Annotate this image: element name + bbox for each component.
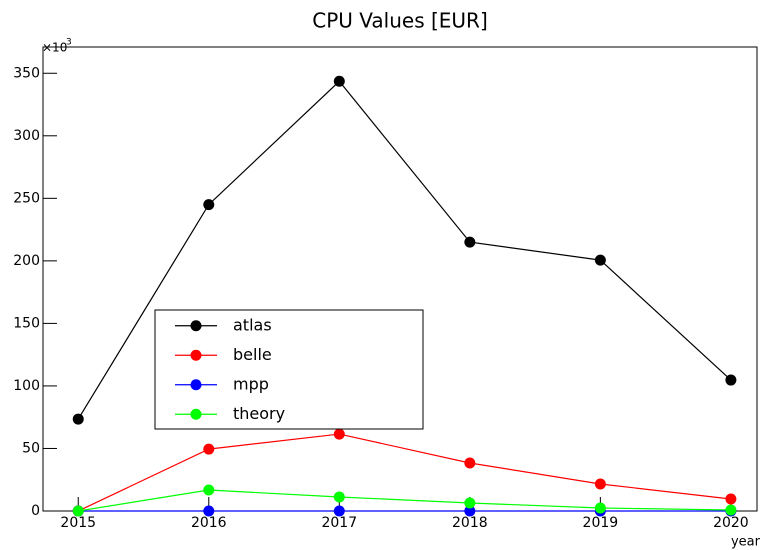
point <box>464 457 476 469</box>
series-line <box>77 433 731 512</box>
point <box>203 443 215 455</box>
point <box>333 505 345 517</box>
point <box>594 502 606 514</box>
point <box>725 493 737 505</box>
y-tick-label: 250 <box>13 190 40 206</box>
legend-label: belle <box>233 345 272 364</box>
y-tick-label: 50 <box>22 440 40 456</box>
x-axis-label: year <box>731 535 761 550</box>
series-line <box>78 489 731 512</box>
legend-marker <box>190 349 202 361</box>
legend-label: theory <box>233 404 285 423</box>
point <box>464 236 476 248</box>
y-multiplier-exponent: 3 <box>66 38 72 48</box>
point <box>203 505 215 517</box>
x-tick-label: 2017 <box>321 515 357 531</box>
point <box>333 491 345 503</box>
y-tick-label: 200 <box>13 253 40 269</box>
point <box>594 478 606 490</box>
y-tick-label: 100 <box>13 378 40 394</box>
y-tick-label: 0 <box>31 503 40 519</box>
point <box>333 428 345 440</box>
legend-marker <box>190 320 202 332</box>
chart-title: CPU Values [EUR] <box>312 9 488 33</box>
legend-marker <box>190 408 202 420</box>
x-tick-label: 2019 <box>583 515 619 531</box>
point <box>72 413 84 425</box>
x-tick-label: 2015 <box>60 515 96 531</box>
point <box>203 484 215 496</box>
point <box>725 504 737 516</box>
legend-label: atlas <box>233 315 272 334</box>
y-tick-label: 150 <box>13 315 40 331</box>
point <box>333 75 345 87</box>
legend-label: mpp <box>233 374 269 393</box>
point <box>594 254 606 266</box>
y-tick-label: 300 <box>13 128 40 144</box>
series-line <box>77 80 732 420</box>
point <box>464 497 476 509</box>
legend-marker <box>190 379 202 391</box>
point <box>72 505 84 517</box>
point <box>725 374 737 386</box>
x-tick-label: 2016 <box>191 515 227 531</box>
x-tick-label: 2020 <box>713 515 749 531</box>
x-tick-label: 2018 <box>452 515 488 531</box>
point <box>464 505 476 517</box>
point <box>203 199 215 211</box>
y-tick-label: 350 <box>13 65 40 81</box>
